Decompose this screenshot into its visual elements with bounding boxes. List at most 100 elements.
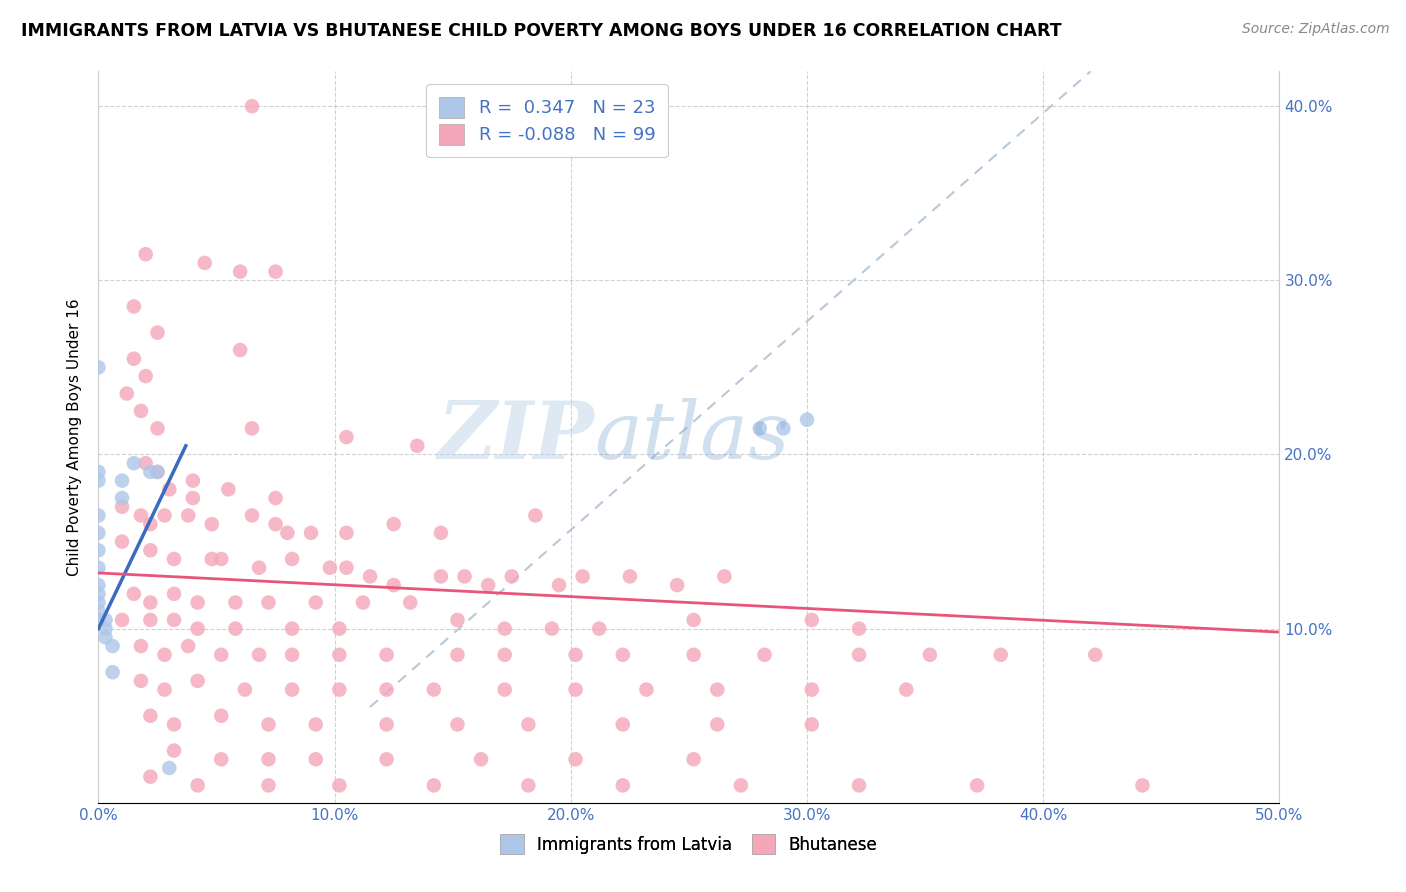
Point (87, 595, 110, 609)
Point (423, 682, 446, 697)
Point (772, 421, 794, 435)
Point (281, 648, 304, 662)
Point (375, 682, 398, 697)
Point (588, 622, 610, 636)
Point (111, 534, 134, 549)
Point (129, 639, 152, 653)
Point (217, 483, 239, 497)
Point (157, 483, 180, 497)
Point (181, 474, 204, 488)
Point (87, 613, 110, 627)
Point (139, 465, 162, 479)
Point (187, 673, 209, 688)
Point (181, 491, 204, 505)
Point (682, 752, 704, 766)
Point (111, 613, 134, 627)
Point (305, 595, 328, 609)
Point (224, 622, 246, 636)
Point (1084, 648, 1107, 662)
Point (276, 525, 298, 540)
Point (87, 474, 110, 488)
Point (848, 622, 870, 636)
Point (135, 247, 157, 261)
Point (129, 508, 152, 523)
Point (517, 717, 540, 731)
Point (111, 474, 134, 488)
Point (564, 752, 586, 766)
Point (163, 743, 186, 757)
Point (209, 648, 232, 662)
Text: Source: ZipAtlas.com: Source: ZipAtlas.com (1241, 22, 1389, 37)
Point (163, 552, 186, 566)
Point (233, 682, 256, 697)
Point (135, 369, 157, 384)
Point (564, 682, 586, 697)
Point (87, 543, 110, 558)
Point (299, 525, 322, 540)
Point (87, 604, 110, 618)
Point (430, 569, 453, 583)
Point (264, 491, 287, 505)
Point (524, 508, 547, 523)
Point (896, 682, 918, 697)
Point (612, 648, 634, 662)
Point (754, 648, 776, 662)
Point (477, 578, 499, 592)
Point (328, 648, 350, 662)
Point (682, 648, 704, 662)
Point (612, 778, 634, 792)
Point (139, 543, 162, 558)
Point (430, 525, 453, 540)
Point (548, 578, 571, 592)
Point (177, 508, 200, 523)
Point (564, 648, 586, 662)
Point (101, 665, 124, 680)
Point (494, 622, 516, 636)
Point (129, 673, 152, 688)
Point (375, 717, 398, 731)
Point (87, 360, 110, 375)
Point (281, 682, 304, 697)
Point (966, 778, 988, 792)
Point (446, 648, 468, 662)
Point (335, 430, 357, 444)
Point (122, 587, 145, 601)
Point (446, 613, 468, 627)
Point (229, 265, 252, 279)
Point (636, 682, 658, 697)
Point (163, 613, 186, 627)
Point (157, 761, 180, 775)
Point (918, 648, 941, 662)
Point (135, 456, 157, 470)
Point (281, 552, 304, 566)
Point (328, 778, 350, 792)
Point (87, 465, 110, 479)
Point (153, 508, 176, 523)
Point (682, 613, 704, 627)
Point (139, 517, 162, 532)
Point (1132, 778, 1154, 792)
Point (209, 708, 232, 723)
Y-axis label: Child Poverty Among Boys Under 16: Child Poverty Among Boys Under 16 (67, 298, 83, 576)
Point (990, 648, 1012, 662)
Point (240, 421, 263, 435)
Point (101, 639, 124, 653)
Point (87, 587, 110, 601)
Point (335, 525, 357, 540)
Point (571, 569, 593, 583)
Point (423, 778, 446, 792)
Point (666, 578, 689, 592)
Point (224, 595, 246, 609)
Point (706, 717, 728, 731)
Point (257, 778, 280, 792)
Point (139, 770, 162, 784)
Point (800, 682, 823, 697)
Point (146, 465, 169, 479)
Text: IMMIGRANTS FROM LATVIA VS BHUTANESE CHILD POVERTY AMONG BOYS UNDER 16 CORRELATIO: IMMIGRANTS FROM LATVIA VS BHUTANESE CHIL… (21, 22, 1062, 40)
Point (247, 560, 270, 574)
Point (335, 560, 357, 574)
Point (187, 778, 209, 792)
Point (713, 569, 735, 583)
Point (382, 578, 405, 592)
Point (163, 717, 186, 731)
